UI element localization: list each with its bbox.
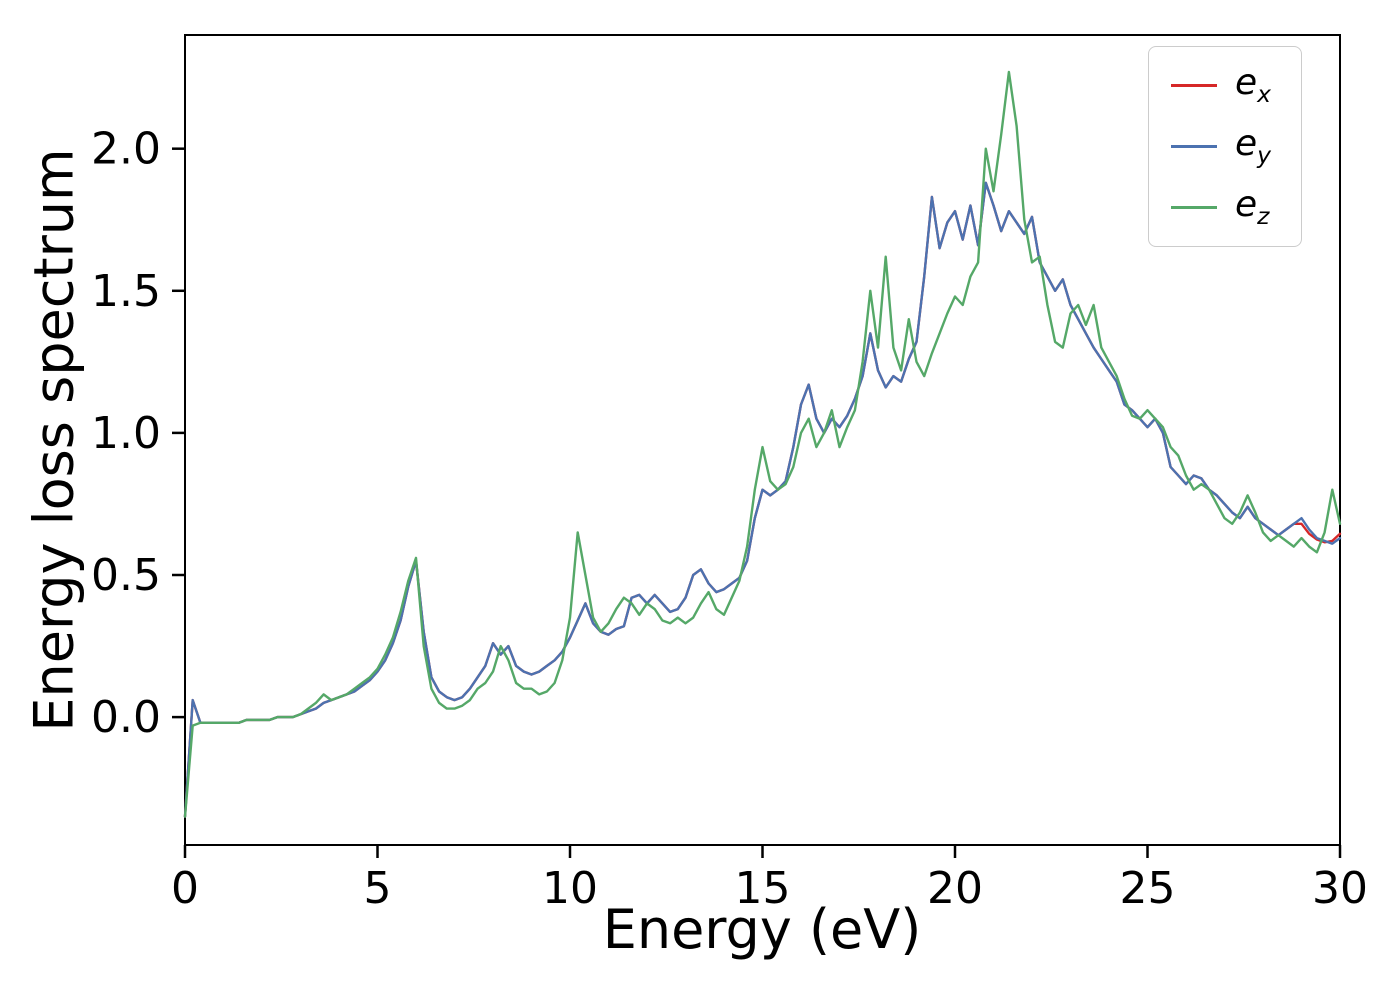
x-tick-label: 30 — [1312, 863, 1368, 914]
legend-line-swatch — [1171, 83, 1217, 87]
series-line-e_z — [183, 70, 1342, 818]
x-tick-label: 20 — [927, 863, 983, 914]
legend-entry-ex: ex — [1171, 63, 1271, 108]
legend-entry-ez: ez — [1171, 185, 1271, 230]
x-tick-label: 25 — [1120, 863, 1176, 914]
legend-label: ex — [1235, 62, 1271, 109]
x-axis-label: Energy (eV) — [602, 898, 922, 961]
x-tick-label: 0 — [171, 863, 199, 914]
y-tick-label: 2.0 — [91, 124, 161, 175]
x-tick-label: 15 — [735, 863, 791, 914]
legend: ex ey ez — [1148, 46, 1302, 247]
series-line-e_x — [183, 181, 1342, 818]
x-tick-label: 10 — [542, 863, 598, 914]
x-tick-label: 5 — [364, 863, 392, 914]
legend-label: ey — [1235, 122, 1271, 170]
legend-entry-ey: ey — [1171, 124, 1271, 169]
y-tick-label: 1.0 — [91, 408, 161, 459]
y-tick-label: 0.5 — [91, 550, 161, 601]
legend-label: ez — [1235, 183, 1270, 231]
y-tick-label: 1.5 — [91, 266, 161, 317]
legend-line-swatch — [1171, 205, 1217, 209]
legend-line-swatch — [1171, 144, 1217, 148]
series-line-e_y — [183, 181, 1342, 818]
y-tick-label: 0.0 — [91, 692, 161, 743]
y-axis-label: Energy loss spectrum — [22, 148, 86, 732]
